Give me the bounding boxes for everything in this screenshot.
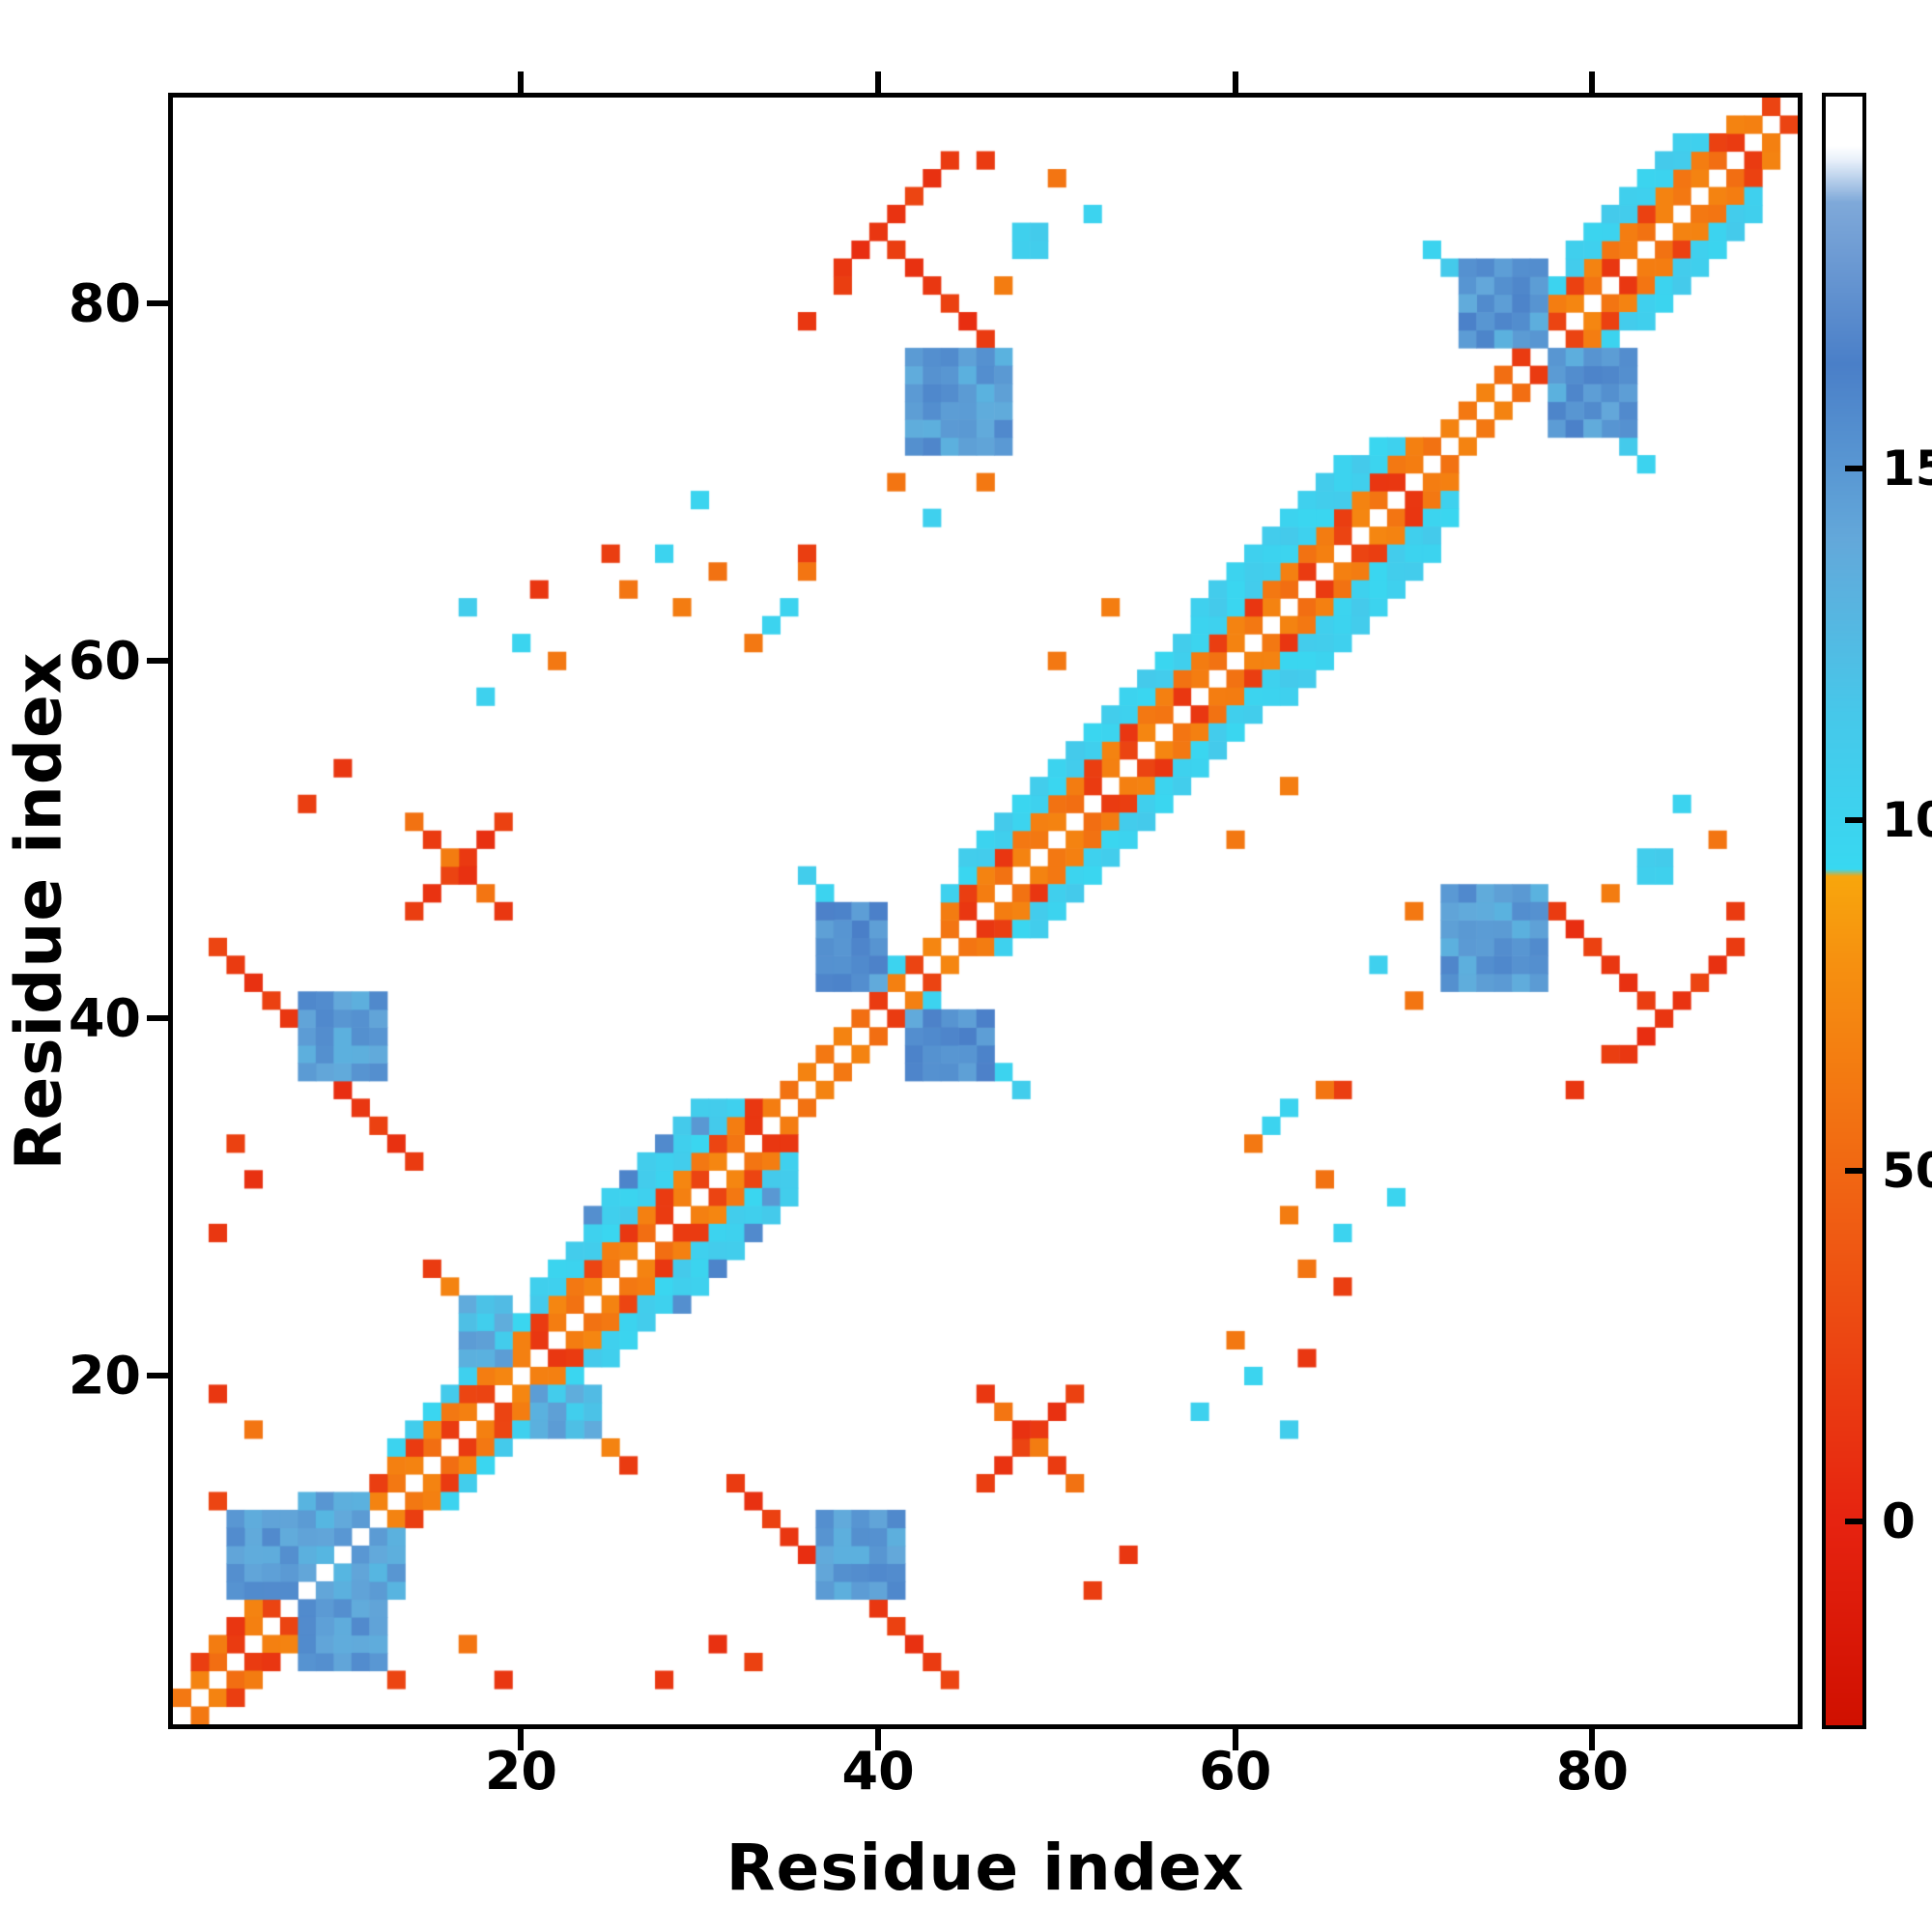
colorbar-tick-mark bbox=[1845, 816, 1862, 823]
colorbar-tick-label: 50 bbox=[1882, 1142, 1932, 1199]
plot-area bbox=[168, 93, 1803, 1729]
x-tick-label: 60 bbox=[1199, 1741, 1272, 1802]
colorbar-tick-label: 100 bbox=[1882, 791, 1932, 848]
x-tick-mark bbox=[875, 1729, 882, 1750]
x-tick-label: 20 bbox=[484, 1741, 557, 1802]
x-tick-mark-top bbox=[875, 71, 882, 93]
x-tick-mark bbox=[1589, 1729, 1596, 1750]
x-tick-mark bbox=[1232, 1729, 1238, 1750]
colorbar-tick-label: 0 bbox=[1882, 1493, 1916, 1550]
colorbar bbox=[1822, 93, 1866, 1729]
heatmap-canvas bbox=[173, 98, 1798, 1724]
y-tick-label: 60 bbox=[68, 630, 141, 692]
colorbar-canvas bbox=[1826, 97, 1862, 1725]
y-tick-label: 40 bbox=[68, 987, 141, 1049]
x-axis-label: Residue index bbox=[725, 1831, 1245, 1905]
y-tick-mark bbox=[147, 1373, 168, 1379]
x-tick-label: 80 bbox=[1555, 1741, 1630, 1802]
colorbar-tick-label: 150 bbox=[1882, 440, 1932, 497]
x-tick-mark-top bbox=[1232, 71, 1238, 93]
colorbar-tick-mark bbox=[1845, 466, 1862, 472]
x-tick-mark bbox=[518, 1729, 525, 1750]
y-tick-mark bbox=[147, 299, 168, 306]
y-tick-mark bbox=[147, 657, 168, 664]
x-tick-mark-top bbox=[518, 71, 525, 93]
y-axis-label: Residue index bbox=[1, 651, 76, 1171]
y-tick-mark bbox=[147, 1015, 168, 1022]
x-tick-mark-top bbox=[1589, 71, 1596, 93]
colorbar-tick-mark bbox=[1845, 1167, 1862, 1174]
y-tick-label: 80 bbox=[68, 272, 141, 334]
colorbar-tick-mark bbox=[1845, 1519, 1862, 1525]
x-tick-label: 40 bbox=[841, 1741, 915, 1802]
y-tick-label: 20 bbox=[68, 1345, 141, 1406]
